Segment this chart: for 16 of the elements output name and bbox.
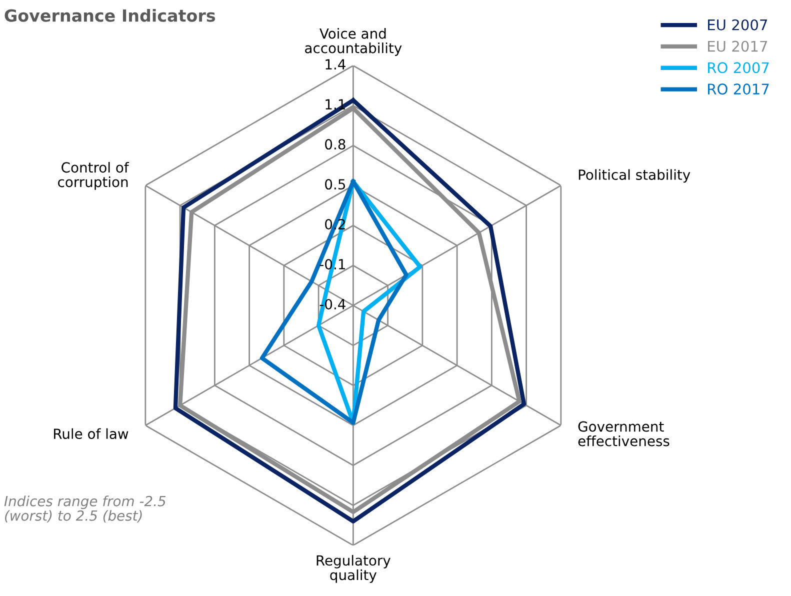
text: Indices range from -2.5 (worst) to 2.5 (best) <box>4 496 166 522</box>
spoke-label: Rule of law <box>54 428 128 440</box>
legend-label: RO 2017 <box>708 84 769 95</box>
chart-title: Governance Indicators <box>4 8 216 22</box>
legend-label: EU 2017 <box>708 40 767 52</box>
y-tick-label: 0.5 <box>325 179 346 190</box>
y-tick-label: 1.4 <box>326 59 346 70</box>
spoke-label: Voice and accountability <box>305 28 402 56</box>
legend-label: EU 2007 <box>708 19 767 30</box>
spoke-label: Government effectiveness <box>578 421 670 446</box>
spoke-label: Regulatory quality <box>316 554 390 583</box>
spoke-label: Political stability <box>578 169 690 183</box>
y-tick-label: 1.1 <box>326 99 345 110</box>
spoke-label: Control of corruption <box>58 162 130 190</box>
y-tick-label: 0.8 <box>325 139 346 150</box>
legend-label: RO 2007 <box>708 62 769 74</box>
